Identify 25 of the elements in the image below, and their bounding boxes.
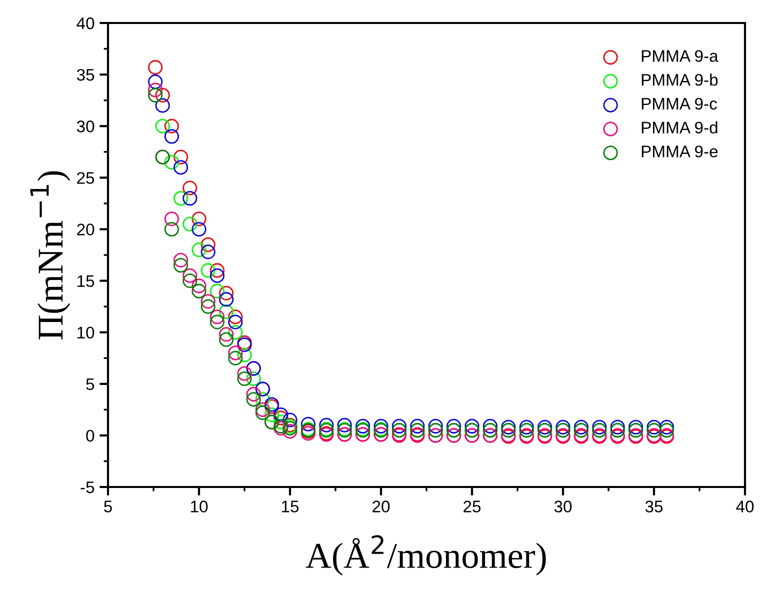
x-tick-label: 10 [191, 500, 208, 512]
y-tick-label: 35 [76, 68, 94, 81]
y-tick-label: -5 [80, 482, 94, 494]
x-tick-label: 20 [372, 500, 390, 512]
y-tick-label: 40 [76, 17, 94, 30]
y-tick-label: 15 [78, 275, 94, 287]
x-tick-label: 30 [554, 500, 572, 512]
y-tick-label: 5 [86, 378, 94, 390]
legend-label: PMMA 9-c [642, 98, 717, 110]
legend-label: PMMA 9-d [642, 121, 718, 134]
x-tick-label: 25 [464, 500, 481, 512]
y-tick-label: 20 [77, 224, 94, 236]
x-tick-label: 5 [104, 500, 112, 512]
x-tick-label: 15 [282, 500, 299, 512]
y-tick-label: 25 [77, 172, 94, 184]
y-tick-label: 0 [86, 430, 94, 442]
x-tick-label: 40 [736, 500, 754, 512]
y-axis-title: Π(mNm$^{−1}$) [30, 171, 70, 340]
y-tick-label: 10 [78, 326, 94, 339]
x-axis-title: A(Å$^{2}$/monomer) [306, 535, 546, 576]
legend-label: PMMA 9-a [642, 50, 718, 62]
x-tick-label: 35 [645, 500, 663, 512]
legend-label: PMMA 9-e [642, 146, 718, 158]
y-tick-label: 30 [76, 120, 94, 132]
legend-label: PMMA 9-b [642, 74, 718, 86]
